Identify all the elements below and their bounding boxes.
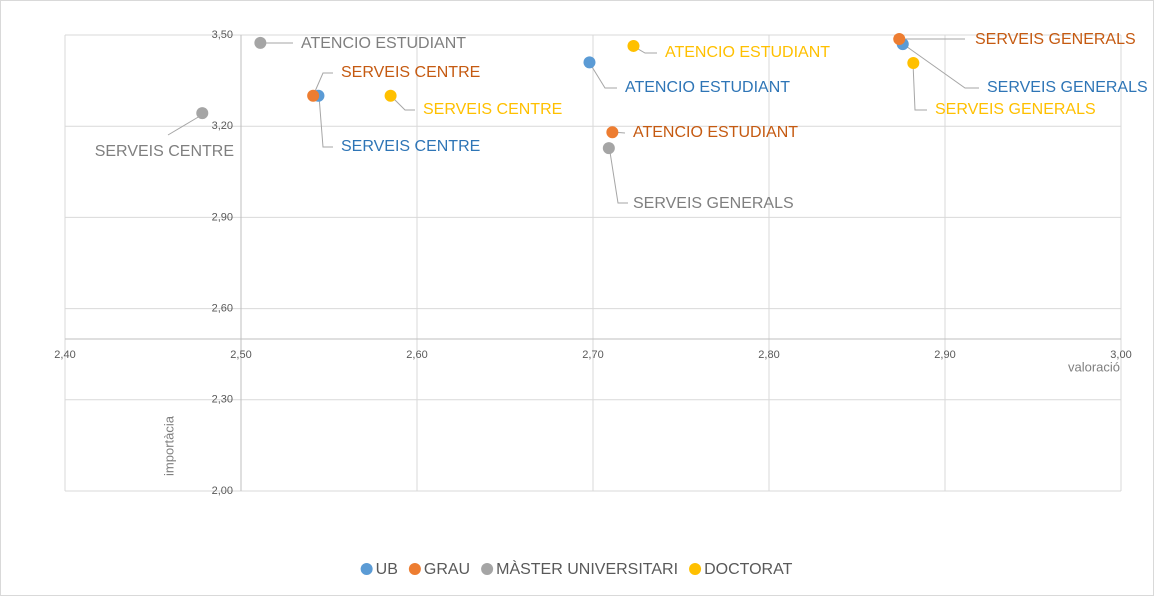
point-label: SERVEIS GENERALS xyxy=(935,101,1096,118)
leader-line xyxy=(318,95,333,148)
legend-marker xyxy=(360,563,373,575)
x-axis-title: valoració xyxy=(1068,359,1120,374)
leader-line xyxy=(912,62,927,111)
point-label: SERVEIS GENERALS xyxy=(633,195,794,212)
scatter-point xyxy=(602,142,615,155)
point-label: SERVEIS CENTRE xyxy=(341,138,480,155)
x-tick-label: 3,00 xyxy=(1110,349,1131,361)
scatter-point xyxy=(196,107,209,120)
point-label: SERVEIS CENTRE xyxy=(423,101,562,118)
point-label: ATENCIO ESTUDIANT xyxy=(665,44,830,61)
x-tick-label: 2,50 xyxy=(230,349,251,361)
scatter-point xyxy=(384,89,397,102)
y-tick-label: 3,20 xyxy=(212,120,233,132)
scatter-point xyxy=(254,36,267,49)
y-axis-title: importàcia xyxy=(161,415,176,476)
x-tick-label: 2,80 xyxy=(758,349,779,361)
point-label: SERVEIS GENERALS xyxy=(987,79,1148,96)
y-tick-label: 3,50 xyxy=(212,29,233,41)
point-label: ATENCIO ESTUDIANT xyxy=(301,35,466,52)
point-label: ATENCIO ESTUDIANT xyxy=(633,124,798,141)
scatter-point xyxy=(583,56,596,69)
x-tick-label: 2,40 xyxy=(54,349,75,361)
scatter-point xyxy=(893,32,906,45)
legend-marker xyxy=(689,563,702,575)
scatter-point xyxy=(307,89,320,102)
leader-line xyxy=(312,72,333,97)
x-tick-label: 2,70 xyxy=(582,349,603,361)
point-label: SERVEIS GENERALS xyxy=(975,31,1136,48)
y-tick-label: 2,90 xyxy=(212,211,233,223)
scatter-point xyxy=(606,126,619,139)
legend-label: DOCTORAT xyxy=(704,561,793,578)
point-label: SERVEIS CENTRE xyxy=(95,143,234,160)
leader-line xyxy=(609,151,628,204)
legend-marker xyxy=(481,563,494,575)
leader-line xyxy=(167,115,201,136)
legend-label: MÀSTER UNIVERSITARI xyxy=(496,559,678,578)
leader-line xyxy=(390,95,415,111)
y-tick-label: 2,60 xyxy=(212,303,233,315)
legend-label: GRAU xyxy=(424,561,470,578)
y-tick-label: 2,30 xyxy=(212,394,233,406)
point-label: SERVEIS CENTRE xyxy=(341,64,480,81)
leader-line xyxy=(588,61,617,89)
x-tick-label: 2,90 xyxy=(934,349,955,361)
x-tick-label: 2,60 xyxy=(406,349,427,361)
legend-marker xyxy=(408,563,421,575)
scatter-point xyxy=(627,39,640,52)
leader-line xyxy=(902,43,979,89)
y-tick-label: 2,00 xyxy=(212,485,233,497)
point-label: ATENCIO ESTUDIANT xyxy=(625,79,790,96)
legend-label: UB xyxy=(376,561,398,578)
scatter-point xyxy=(907,56,920,69)
